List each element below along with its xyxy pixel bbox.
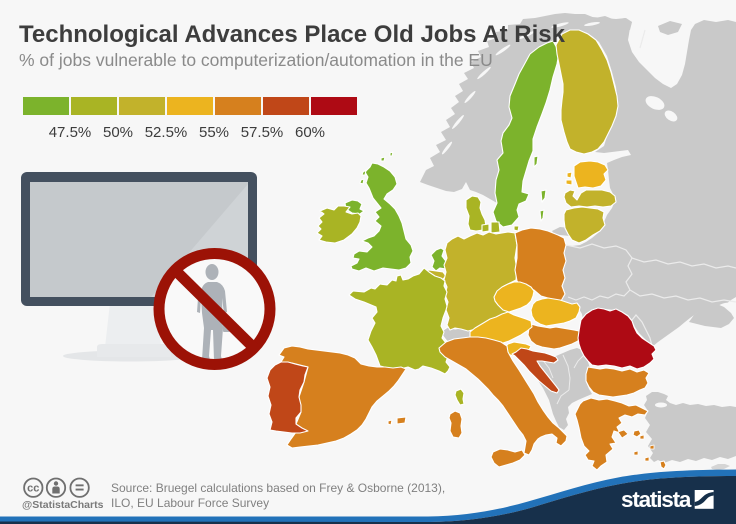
svg-text:Technological Advances Place O: Technological Advances Place Old Jobs At… xyxy=(19,21,566,48)
svg-text:47.5%: 47.5% xyxy=(49,124,92,141)
svg-text:50%: 50% xyxy=(103,124,133,141)
svg-text:statista: statista xyxy=(621,487,692,512)
svg-text:% of jobs vulnerable to comput: % of jobs vulnerable to computerization/… xyxy=(19,50,493,70)
svg-text:52.5%: 52.5% xyxy=(145,124,188,141)
svg-text:57.5%: 57.5% xyxy=(241,124,284,141)
svg-text:cc: cc xyxy=(27,483,39,495)
svg-text:ILO, EU Labour Force Survey: ILO, EU Labour Force Survey xyxy=(111,496,269,510)
svg-text:@StatistaCharts: @StatistaCharts xyxy=(22,499,104,511)
svg-text:Source: Bruegel calculations b: Source: Bruegel calculations based on Fr… xyxy=(111,481,445,495)
svg-text:60%: 60% xyxy=(295,124,325,141)
svg-text:55%: 55% xyxy=(199,124,229,141)
